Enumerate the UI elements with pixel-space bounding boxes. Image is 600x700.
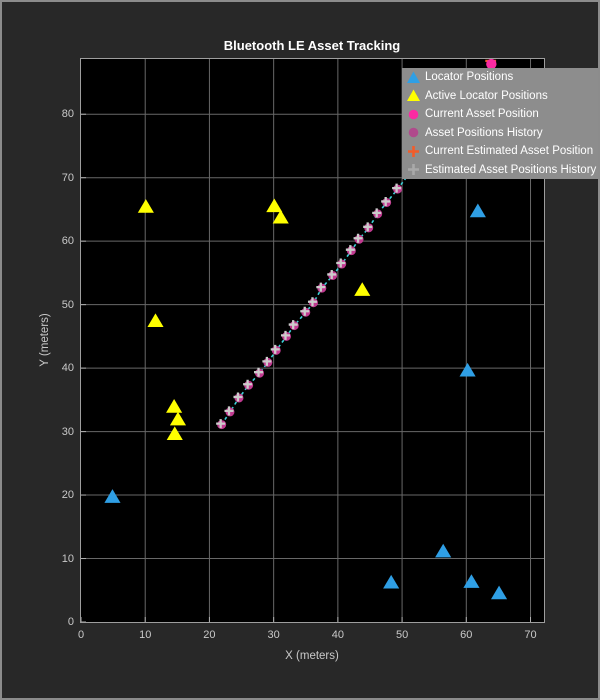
y-tick-label: 60 xyxy=(61,235,74,248)
y-tick-label: 20 xyxy=(61,489,74,502)
chart-title: Bluetooth LE Asset Tracking xyxy=(223,38,401,53)
plot-canvas xyxy=(81,59,544,622)
series-estimated-asset-positions-history xyxy=(216,183,402,429)
legend-item-current-estimated-asset-position[interactable]: Current Estimated Asset Position xyxy=(402,142,598,161)
active-locator-marker xyxy=(354,282,371,296)
series-locator-positions xyxy=(104,203,508,600)
legend-item-asset-positions-history[interactable]: Asset Positions History xyxy=(402,124,598,143)
y-tick-label: 30 xyxy=(61,425,74,438)
estimated-history-marker xyxy=(363,222,373,232)
active-locator-marker xyxy=(166,426,183,440)
active-locator-marker xyxy=(272,209,289,224)
legend-item-label: Asset Positions History xyxy=(425,126,543,139)
legend-item-active-locator-positions[interactable]: Active Locator Positions xyxy=(402,87,598,106)
y-tick-label: 40 xyxy=(61,362,74,375)
current-asset-marker xyxy=(486,59,497,70)
locator-marker xyxy=(490,585,508,600)
x-tick-label: 20 xyxy=(203,629,216,641)
legend-item-current-asset-position[interactable]: Current Asset Position xyxy=(402,105,598,124)
legend-item-label: Current Asset Position xyxy=(425,108,539,121)
x-tick-label: 70 xyxy=(524,629,537,641)
estimated-history-marker xyxy=(262,356,272,366)
estimated-history-marker xyxy=(224,406,234,416)
estimated-history-marker xyxy=(381,196,391,206)
series-current-asset-position xyxy=(486,59,497,70)
estimated-history-marker xyxy=(316,282,326,292)
x-tick-label: 40 xyxy=(331,629,344,641)
locator-marker xyxy=(463,574,480,588)
y-tick-label: 50 xyxy=(61,298,74,311)
y-tick-label: 80 xyxy=(61,108,74,121)
estimated-history-marker xyxy=(353,233,363,243)
current-estimated-asset-position-legend-icon xyxy=(408,145,419,157)
estimated-history-marker xyxy=(327,269,337,279)
legend-item-estimated-asset-positions-history[interactable]: Estimated Asset Positions History xyxy=(402,161,598,180)
locator-marker xyxy=(383,574,400,589)
y-tick-label: 10 xyxy=(61,552,74,565)
current-asset-position-legend-icon xyxy=(408,109,419,120)
active-locator-marker xyxy=(137,199,154,213)
estimated-history-marker xyxy=(233,392,243,402)
estimated-history-marker xyxy=(372,208,382,218)
y-axis-label: Y (meters) xyxy=(39,313,51,367)
y-tick-label: 70 xyxy=(61,171,74,184)
estimated-history-marker xyxy=(345,245,355,255)
active-locator-marker xyxy=(147,313,164,328)
locator-marker xyxy=(459,362,476,377)
legend-item-label: Estimated Asset Positions History xyxy=(425,163,597,176)
locator-marker xyxy=(104,489,121,503)
legend-item-label: Current Estimated Asset Position xyxy=(425,145,594,158)
active-locator-positions-legend-icon xyxy=(407,89,420,102)
estimated-history-marker xyxy=(392,183,402,193)
x-axis-label: X (meters) xyxy=(285,650,339,662)
locator-positions-legend-icon xyxy=(407,71,420,83)
estimated-history-marker xyxy=(243,379,253,389)
active-locator-marker xyxy=(166,399,183,413)
estimated-history-marker xyxy=(307,297,317,307)
asset-positions-history-legend-icon xyxy=(408,127,419,138)
x-tick-label: 50 xyxy=(395,629,409,641)
estimated-asset-positions-history-legend-icon xyxy=(408,164,419,176)
estimated-history-marker xyxy=(300,306,310,316)
estimated-history-marker xyxy=(336,258,346,268)
estimated-history-marker xyxy=(254,367,264,377)
series-active-locator-positions xyxy=(137,198,371,440)
estimated-history-marker xyxy=(270,344,280,354)
legend[interactable]: Locator Positions Active Locator Position… xyxy=(402,68,598,180)
series-asset-positions-history xyxy=(217,184,403,430)
estimated-history-marker xyxy=(288,320,298,330)
legend-item-label: Active Locator Positions xyxy=(425,89,548,102)
locator-marker xyxy=(435,543,452,558)
locator-marker xyxy=(469,203,486,218)
active-locator-marker xyxy=(266,198,283,213)
x-tick-label: 30 xyxy=(267,629,280,641)
x-tick-label: 60 xyxy=(460,629,473,641)
legend-item-label: Locator Positions xyxy=(425,71,514,84)
active-locator-marker xyxy=(169,411,187,426)
x-tick-label: 0 xyxy=(77,629,85,641)
x-tick-label: 10 xyxy=(139,629,152,641)
estimated-history-marker xyxy=(216,419,226,429)
estimated-history-marker xyxy=(280,330,290,340)
y-tick-label: 0 xyxy=(67,616,74,628)
legend-item-locator-positions[interactable]: Locator Positions xyxy=(402,68,598,87)
